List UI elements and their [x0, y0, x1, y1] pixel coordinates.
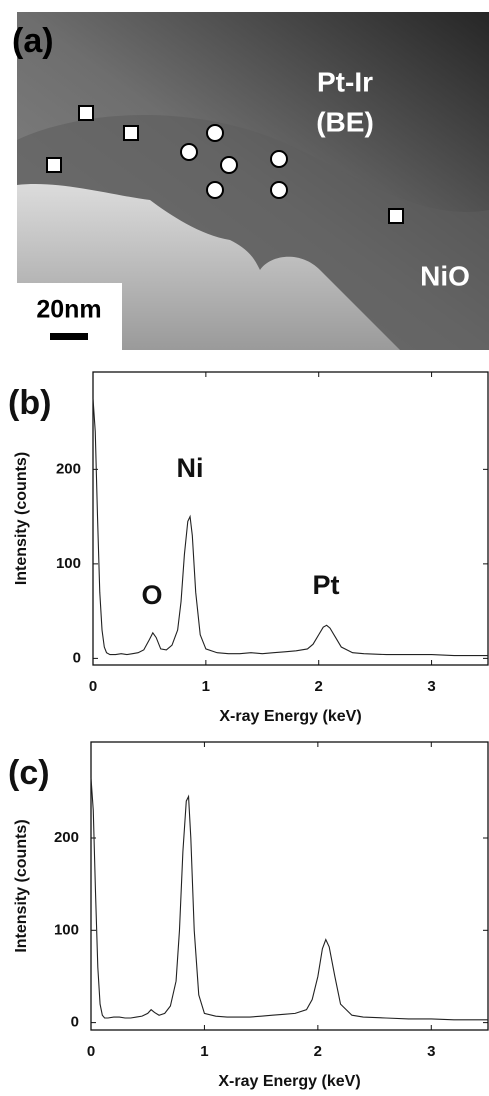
x-axis-title: X-ray Energy (keV) [219, 708, 361, 725]
scale-bar [50, 333, 88, 340]
square-marker [78, 105, 94, 121]
plot-frame [90, 741, 489, 1031]
x-tick-label: 2 [315, 678, 323, 695]
annotation: (BE) [316, 106, 374, 137]
x-tick-label: 0 [89, 678, 97, 695]
y-axis-title: Intensity (counts) [13, 452, 30, 585]
y-tick-label: 100 [56, 555, 81, 572]
micrograph: 20nm (a) Pt-Ir (BE) NiO [12, 12, 489, 350]
plot-frame [92, 371, 489, 666]
spectrum-line [90, 777, 488, 1021]
panel-label: (b) [8, 384, 51, 422]
y-tick-label: 0 [73, 649, 81, 666]
circle-marker [270, 150, 288, 168]
y-tick-label: 200 [54, 829, 79, 846]
panel-label: (a) [12, 22, 54, 60]
markers [46, 105, 404, 224]
scale-label: 20nm [36, 296, 101, 324]
circle-marker [220, 156, 238, 174]
x-tick-label: 1 [200, 1043, 208, 1060]
peak-label: Ni [177, 453, 204, 483]
y-tick-label: 200 [56, 460, 81, 477]
square-marker [388, 208, 404, 224]
peak-label: Pt [313, 570, 340, 600]
y-tick-label: 0 [71, 1014, 79, 1031]
y-tick-label: 100 [54, 921, 79, 938]
x-tick-label: 0 [87, 1043, 95, 1060]
x-tick-label: 2 [314, 1043, 322, 1060]
panel-label: (c) [8, 754, 50, 792]
annotation: Pt-Ir [317, 66, 373, 97]
x-tick-label: 1 [202, 678, 210, 695]
peak-label: O [141, 580, 162, 610]
circle-marker [206, 181, 224, 199]
square-marker [123, 125, 139, 141]
annotation: NiO [420, 260, 470, 291]
circle-marker [270, 181, 288, 199]
y-axis-title: Intensity (counts) [13, 819, 30, 952]
square-marker [46, 157, 62, 173]
x-tick-label: 3 [427, 1043, 435, 1060]
spectrum-line [92, 398, 488, 657]
x-tick-label: 3 [427, 678, 435, 695]
circle-marker [206, 124, 224, 142]
x-axis-title: X-ray Energy (keV) [218, 1073, 360, 1090]
circle-marker [180, 143, 198, 161]
